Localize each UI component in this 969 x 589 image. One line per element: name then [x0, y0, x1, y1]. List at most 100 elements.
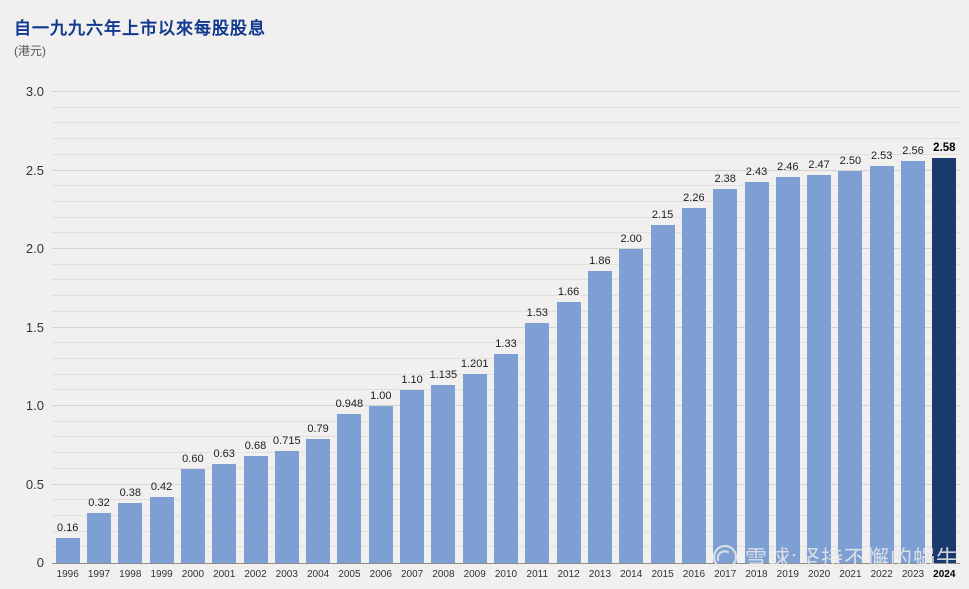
bar — [744, 181, 769, 563]
x-axis-tick-label: 2015 — [651, 569, 674, 580]
gridline — [52, 263, 960, 265]
bar-value-label: 2.58 — [933, 141, 956, 154]
bar — [619, 249, 644, 563]
bar-value-label: 2.53 — [870, 149, 893, 162]
x-axis-tick-label: 2014 — [620, 569, 643, 580]
x-axis-tick-label: 2003 — [275, 569, 298, 580]
gridline — [52, 248, 960, 249]
y-axis-tick-label: 2.0 — [25, 241, 44, 256]
x-axis-tick-label: 2007 — [400, 569, 424, 580]
x-axis-tick-label: 1998 — [119, 569, 142, 580]
x-axis-tick-label: 2016 — [682, 569, 706, 580]
bar — [838, 170, 863, 563]
x-axis-tick-label: 2005 — [338, 569, 361, 580]
x-axis-tick-label: 2019 — [776, 569, 799, 580]
x-axis-tick-label: 2006 — [369, 569, 392, 580]
bar — [525, 322, 550, 563]
x-axis-tick-label: 2000 — [181, 569, 205, 580]
bar-value-label: 2.00 — [620, 233, 642, 245]
bar — [681, 208, 706, 563]
bar-value-label: 1.53 — [526, 306, 549, 319]
gridline — [52, 106, 960, 108]
bar-value-label: 2.38 — [714, 173, 736, 186]
bar-value-label: 1.00 — [370, 390, 392, 402]
x-axis-tick-label: 1999 — [150, 569, 173, 580]
bar — [431, 384, 456, 563]
bar — [243, 456, 268, 563]
gridline — [52, 232, 960, 234]
x-axis-tick-label: 2013 — [588, 569, 612, 580]
bar-value-label: 1.33 — [495, 338, 517, 351]
bar-value-label: 2.50 — [839, 154, 862, 167]
bar-value-label: 0.38 — [119, 487, 142, 500]
bar-value-label: 1.201 — [460, 358, 489, 371]
bar-highlight — [932, 157, 957, 563]
x-axis-tick-label: 2018 — [745, 569, 768, 580]
bar-value-label: 0.68 — [244, 440, 267, 453]
gridline — [52, 153, 960, 155]
chart-title: 自一九九六年上市以來每股股息 — [14, 19, 266, 38]
bar — [869, 165, 894, 563]
bar — [306, 439, 331, 563]
bar-value-label: 0.63 — [213, 448, 235, 461]
bar — [775, 176, 800, 563]
gridline — [52, 122, 960, 124]
bar — [149, 497, 174, 563]
x-axis-tick-label: 2010 — [494, 569, 518, 580]
bar — [87, 512, 111, 563]
bar-value-label: 2.26 — [683, 192, 705, 205]
bar-value-label: 2.43 — [745, 165, 768, 178]
gridline — [52, 138, 960, 140]
chart-unit-label: (港元) — [14, 44, 46, 58]
x-axis-tick-label: 2004 — [306, 569, 330, 580]
x-axis-tick-label: 2021 — [839, 569, 862, 580]
x-axis-tick-label: 1996 — [56, 569, 79, 580]
bar — [274, 450, 299, 563]
plot-area: 0.16 0.32 0.38 0.42 0.60 0.63 0.68 0.715 0.79 0.9… — [52, 91, 960, 564]
bar — [556, 302, 581, 563]
bar — [713, 189, 738, 563]
gridline — [52, 310, 960, 312]
x-axis-tick-label: 2024 — [933, 569, 956, 580]
bar — [807, 175, 832, 563]
bar-value-label: 2.56 — [902, 145, 924, 158]
gridline — [52, 326, 960, 328]
gridline — [52, 169, 960, 171]
gridline — [52, 185, 960, 187]
x-axis-tick-label: 2002 — [244, 569, 267, 580]
y-axis-tick-label: 1.5 — [25, 319, 44, 335]
bar-value-label: 0.948 — [335, 398, 364, 411]
bar — [212, 464, 237, 563]
y-axis-tick-label: 0 — [36, 555, 44, 570]
bar-value-label: 1.135 — [429, 368, 458, 381]
bar-value-label: 1.10 — [401, 374, 423, 387]
bar-value-label: 0.715 — [273, 434, 301, 447]
bar-value-label: 1.86 — [589, 255, 611, 267]
x-axis-tick-label: 1997 — [87, 569, 111, 580]
bar-value-label: 0.16 — [56, 521, 79, 534]
y-axis-tick-label: 1.0 — [25, 398, 44, 413]
bar — [55, 537, 80, 563]
x-axis-tick-label: 2011 — [526, 569, 549, 580]
x-axis-tick-label: 2023 — [901, 569, 925, 580]
y-axis-tick-label: 0.5 — [25, 476, 44, 492]
y-axis-tick-label: 2.5 — [25, 162, 44, 178]
bar — [180, 468, 205, 563]
bar — [587, 271, 612, 563]
gridline — [52, 200, 960, 202]
bar — [368, 406, 393, 563]
bar-value-label: 0.42 — [150, 481, 173, 494]
x-axis-tick-label: 2009 — [463, 569, 486, 580]
bar-value-label: 0.60 — [182, 452, 204, 465]
bar — [901, 161, 925, 563]
gridline — [52, 295, 960, 297]
bar-value-label: 2.15 — [651, 209, 674, 222]
bar-value-label: 0.32 — [88, 496, 110, 509]
gridline — [52, 279, 960, 281]
bar — [650, 225, 675, 563]
x-axis-tick-label: 2020 — [807, 569, 831, 580]
x-axis-tick-label: 2022 — [870, 569, 893, 580]
gridline — [52, 342, 960, 344]
gridline — [52, 216, 960, 218]
